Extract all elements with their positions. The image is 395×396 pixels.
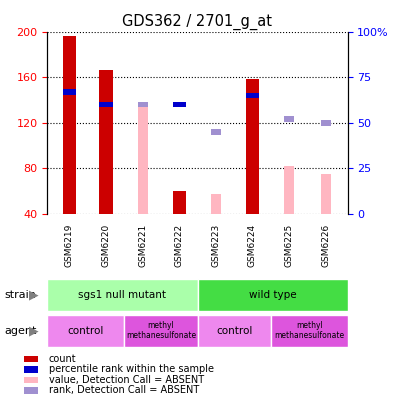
- Bar: [284, 116, 294, 122]
- Bar: [198, 279, 348, 311]
- Text: GSM6222: GSM6222: [175, 224, 184, 267]
- Bar: [137, 103, 148, 214]
- Text: control: control: [216, 326, 252, 336]
- Bar: [100, 70, 113, 214]
- Text: percentile rank within the sample: percentile rank within the sample: [49, 364, 214, 374]
- Text: GSM6221: GSM6221: [138, 224, 147, 267]
- Text: GSM6220: GSM6220: [102, 224, 111, 267]
- Text: sgs1 null mutant: sgs1 null mutant: [79, 290, 166, 300]
- Bar: [24, 366, 38, 373]
- Text: value, Detection Call = ABSENT: value, Detection Call = ABSENT: [49, 375, 204, 385]
- Text: methyl
methanesulfonate: methyl methanesulfonate: [274, 321, 344, 340]
- Bar: [124, 314, 198, 347]
- Bar: [173, 191, 186, 214]
- Text: methyl
methanesulfonate: methyl methanesulfonate: [126, 321, 196, 340]
- Text: GSM6225: GSM6225: [284, 224, 293, 267]
- Bar: [24, 377, 38, 383]
- Bar: [321, 120, 331, 126]
- Bar: [24, 356, 38, 362]
- Bar: [173, 102, 186, 107]
- Bar: [246, 80, 259, 214]
- Bar: [63, 89, 76, 95]
- Bar: [63, 36, 76, 214]
- Text: GSM6219: GSM6219: [65, 224, 74, 267]
- Text: GDS362 / 2701_g_at: GDS362 / 2701_g_at: [122, 14, 273, 30]
- Bar: [47, 314, 124, 347]
- Text: rank, Detection Call = ABSENT: rank, Detection Call = ABSENT: [49, 385, 199, 395]
- Bar: [284, 166, 294, 214]
- Text: wild type: wild type: [249, 290, 296, 300]
- Bar: [271, 314, 348, 347]
- Bar: [321, 174, 331, 214]
- Bar: [24, 387, 38, 394]
- Bar: [137, 102, 148, 107]
- Text: count: count: [49, 354, 76, 364]
- Text: ▶: ▶: [29, 289, 38, 301]
- Bar: [47, 279, 198, 311]
- Bar: [211, 194, 221, 214]
- Text: agent: agent: [4, 326, 36, 336]
- Bar: [100, 102, 113, 107]
- Bar: [198, 314, 271, 347]
- Text: strain: strain: [4, 290, 36, 300]
- Text: GSM6223: GSM6223: [211, 224, 220, 267]
- Text: GSM6224: GSM6224: [248, 224, 257, 267]
- Text: GSM6226: GSM6226: [321, 224, 330, 267]
- Text: control: control: [68, 326, 104, 336]
- Bar: [211, 129, 221, 135]
- Text: ▶: ▶: [29, 324, 38, 337]
- Bar: [246, 93, 259, 98]
